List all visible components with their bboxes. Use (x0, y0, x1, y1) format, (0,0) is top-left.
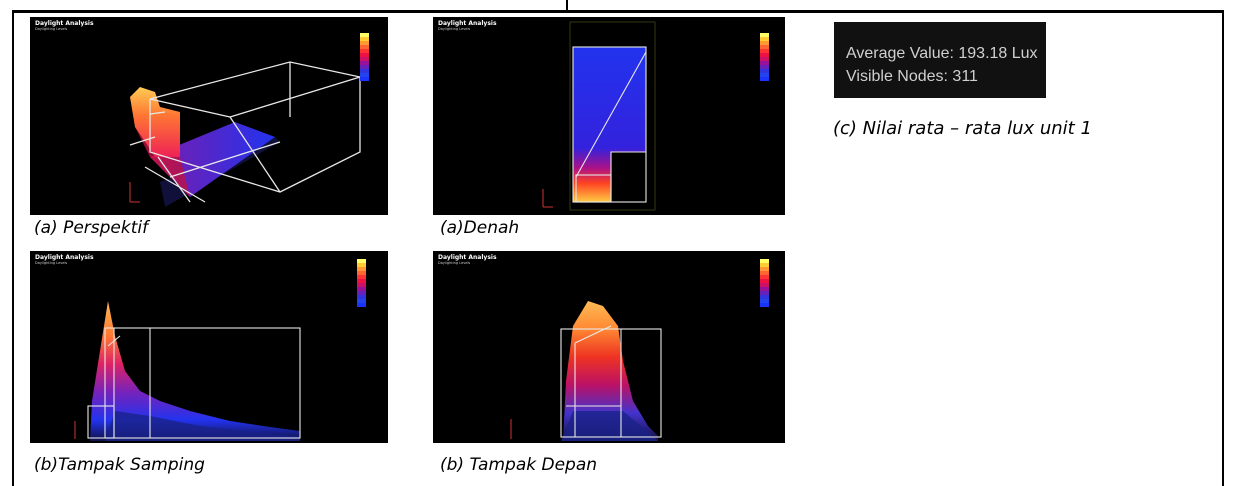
color-legend (760, 33, 769, 81)
legend-swatch (360, 37, 369, 41)
legend-swatch (760, 279, 769, 283)
caption-denah: (a)Denah (440, 218, 520, 238)
legend-swatch (360, 65, 369, 69)
color-legend (357, 259, 366, 307)
legend-swatch (357, 283, 366, 287)
panel-denah: Daylight Analysis Daylighting Levels (433, 17, 785, 215)
panel-tampak-depan: Daylight Analysis Daylighting Levels (433, 251, 785, 443)
legend-swatch (357, 259, 366, 263)
legend-swatch (357, 279, 366, 283)
legend-swatch (760, 45, 769, 49)
legend-swatch (760, 33, 769, 37)
legend-swatch (357, 263, 366, 267)
legend-swatch (760, 41, 769, 45)
panel-perspektif: Daylight Analysis Daylighting Levels (30, 17, 388, 215)
legend-swatch (760, 287, 769, 291)
caption-tampak-depan: (b) Tampak Depan (440, 455, 598, 475)
legend-swatch (357, 287, 366, 291)
color-legend (760, 259, 769, 307)
panel-subtitle: Daylighting Levels (438, 27, 471, 31)
panel-subtitle: Daylighting Levels (35, 27, 68, 31)
tampak-samping-render (74, 301, 301, 441)
legend-swatch (760, 275, 769, 279)
legend-swatch (357, 275, 366, 279)
legend-swatch (760, 73, 769, 77)
caption-perspektif: (a) Perspektif (34, 218, 149, 238)
legend-swatch (760, 299, 769, 303)
panel-title: Daylight Analysis (438, 254, 497, 261)
panel-title: Daylight Analysis (35, 20, 94, 27)
panel-subtitle: Daylighting Levels (438, 261, 471, 265)
tampak-depan-render (510, 301, 662, 441)
legend-swatch (760, 57, 769, 61)
panel-subtitle: Daylighting Levels (35, 261, 68, 265)
legend-swatch (357, 271, 366, 275)
legend-swatch (360, 77, 369, 81)
legend-swatch (360, 61, 369, 65)
legend-swatch (760, 69, 769, 73)
panel-tampak-samping: Daylight Analysis Daylighting Levels (30, 251, 388, 443)
stats-box: Average Value: 193.18 Lux Visible Nodes:… (834, 22, 1046, 98)
panel-title: Daylight Analysis (35, 254, 94, 261)
legend-swatch (760, 53, 769, 57)
legend-swatch (760, 283, 769, 287)
legend-swatch (360, 49, 369, 53)
visible-nodes: Visible Nodes: 311 (846, 68, 978, 85)
legend-swatch (760, 291, 769, 295)
legend-swatch (760, 49, 769, 53)
legend-swatch (760, 271, 769, 275)
legend-swatch (760, 263, 769, 267)
legend-swatch (760, 259, 769, 263)
legend-swatch (760, 37, 769, 41)
legend-swatch (360, 33, 369, 37)
legend-swatch (357, 267, 366, 271)
legend-swatch (360, 57, 369, 61)
legend-swatch (360, 45, 369, 49)
legend-swatch (357, 303, 366, 307)
legend-swatch (760, 65, 769, 69)
legend-swatch (357, 299, 366, 303)
legend-swatch (760, 267, 769, 271)
legend-swatch (360, 69, 369, 73)
legend-swatch (760, 77, 769, 81)
frame-divider (566, 0, 568, 11)
caption-tampak-samping: (b)Tampak Samping (34, 455, 205, 475)
legend-swatch (760, 303, 769, 307)
legend-swatch (360, 41, 369, 45)
legend-swatch (360, 53, 369, 57)
legend-swatch (760, 295, 769, 299)
legend-swatch (357, 295, 366, 299)
panel-title: Daylight Analysis (438, 20, 497, 27)
legend-swatch (760, 61, 769, 65)
color-legend (360, 33, 369, 81)
average-value: Average Value: 193.18 Lux (846, 45, 1038, 62)
caption-stats: (c) Nilai rata – rata lux unit 1 (833, 118, 1092, 139)
perspektif-render (129, 61, 361, 207)
denah-render (542, 21, 656, 211)
legend-swatch (360, 73, 369, 77)
legend-swatch (357, 291, 366, 295)
figure-frame (12, 10, 1224, 486)
